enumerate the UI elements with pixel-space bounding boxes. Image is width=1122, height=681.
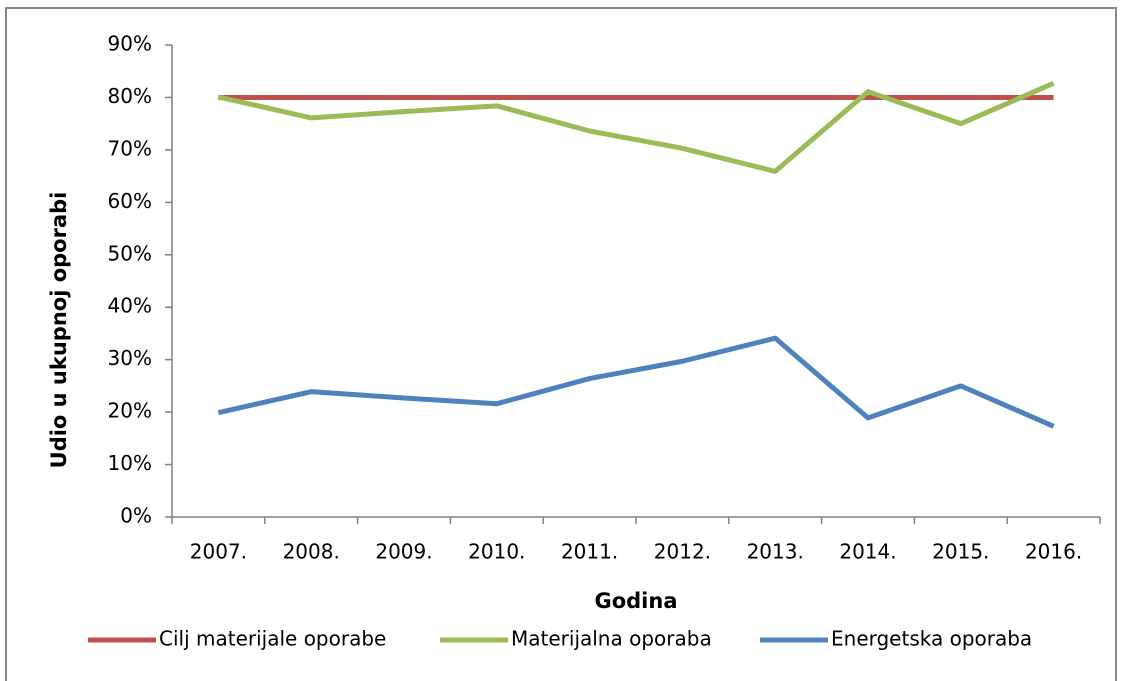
y-tick-label: 30% [108,346,152,370]
x-tick-label: 2016. [1025,540,1082,564]
x-tick-label: 2015. [932,540,989,564]
y-tick-label: 60% [108,189,152,213]
y-tick-label: 0% [120,504,152,528]
y-tick-label: 40% [108,294,152,318]
legend-label: Energetska oporaba [831,627,1032,651]
y-tick-label: 50% [108,241,152,265]
y-tick-label: 80% [108,84,152,108]
y-tick-label: 10% [108,451,152,475]
x-axis-label: Godina [594,589,677,613]
x-tick-label: 2011. [561,540,618,564]
x-tick-label: 2012. [654,540,711,564]
x-tick-label: 2010. [468,540,525,564]
y-tick-label: 20% [108,399,152,423]
series-line [217,80,1055,174]
x-tick-label: 2009. [375,540,432,564]
x-tick-label: 2013. [747,540,804,564]
series-line [217,335,1055,429]
chart-border [5,7,1117,681]
x-tick-label: 2014. [839,540,896,564]
y-tick-label: 70% [108,136,152,160]
legend-label: Materijalna oporaba [511,627,712,651]
y-axis-label: Udio u ukupnoj oporabi [47,192,71,469]
x-tick-label: 2008. [283,540,340,564]
y-tick-label: 90% [108,32,152,56]
legend-label: Cilj materijale oporabe [159,627,386,651]
x-tick-label: 2007. [190,540,247,564]
